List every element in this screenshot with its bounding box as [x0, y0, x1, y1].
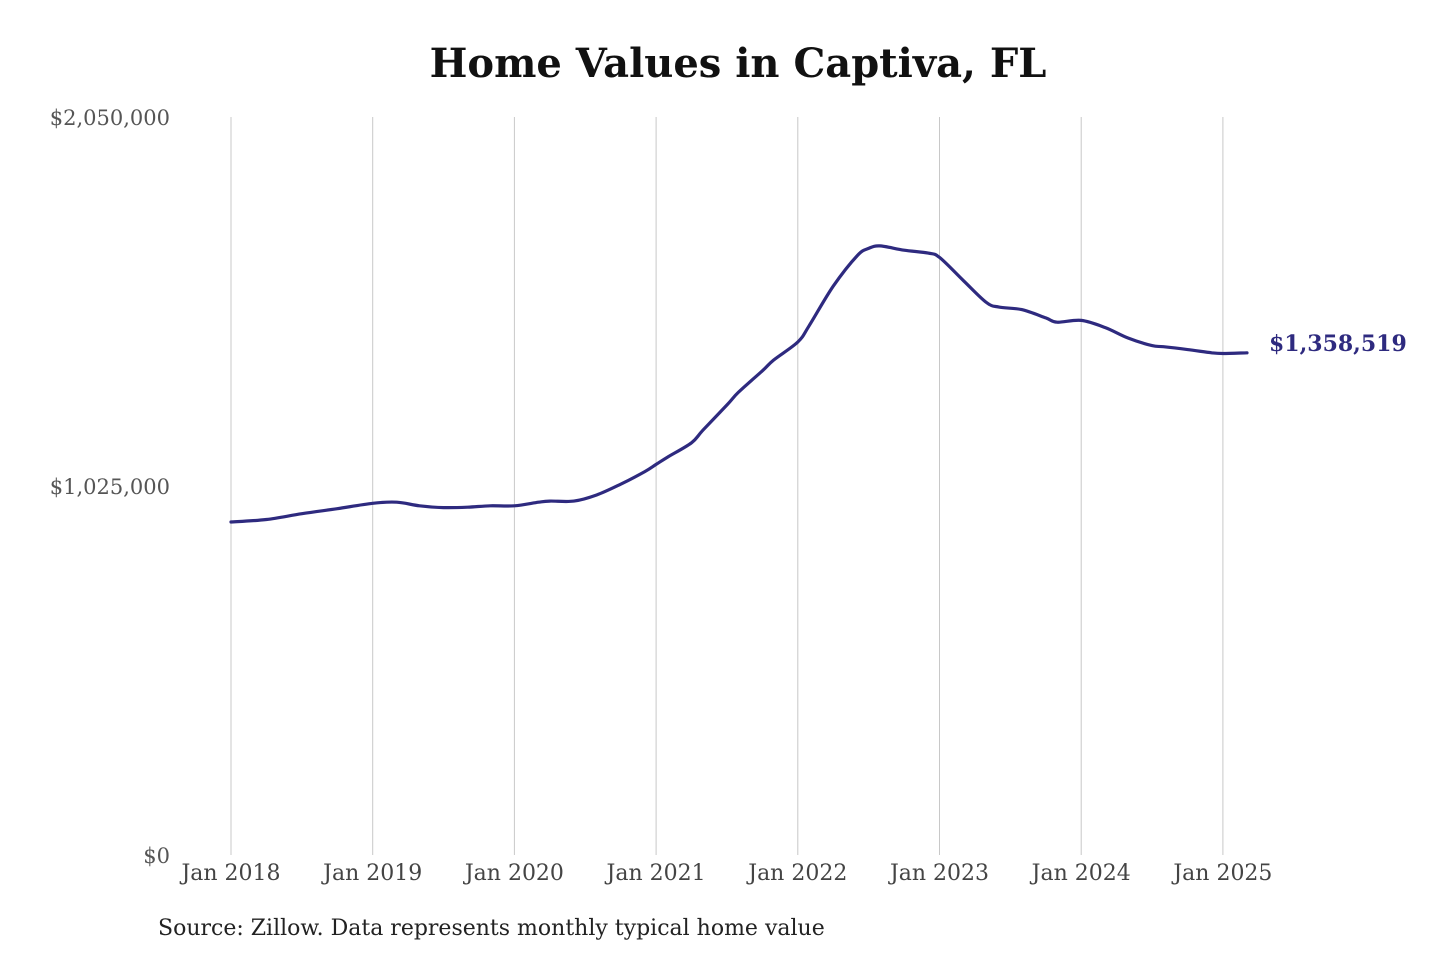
y-tick-label: $2,050,000 [50, 106, 170, 130]
source-note: Source: Zillow. Data represents monthly … [158, 916, 825, 941]
x-tick-label: Jan 2022 [746, 861, 847, 886]
chart-title: Home Values in Captiva, FL [429, 40, 1047, 87]
home-value-line [229, 244, 1249, 524]
x-axis-tick-labels: Jan 2018 Jan 2019 Jan 2020 Jan 2021 Jan 2022… [179, 861, 1272, 886]
gridlines [230, 117, 1224, 855]
x-tick-label: Jan 2024 [1030, 861, 1131, 886]
x-tick-label: Jan 2025 [1171, 861, 1272, 886]
y-tick-label: $1,025,000 [50, 475, 170, 499]
x-tick-label: Jan 2021 [605, 861, 706, 886]
x-tick-label: Jan 2019 [321, 861, 422, 886]
latest-value-label: $1,358,519 [1269, 331, 1407, 357]
x-tick-label: Jan 2020 [463, 861, 564, 886]
y-axis-tick-labels: $0 $1,025,000 $2,050,000 [50, 106, 170, 868]
x-tick-label: Jan 2018 [179, 861, 280, 886]
y-tick-label: $0 [143, 844, 170, 868]
x-tick-label: Jan 2023 [888, 861, 989, 886]
